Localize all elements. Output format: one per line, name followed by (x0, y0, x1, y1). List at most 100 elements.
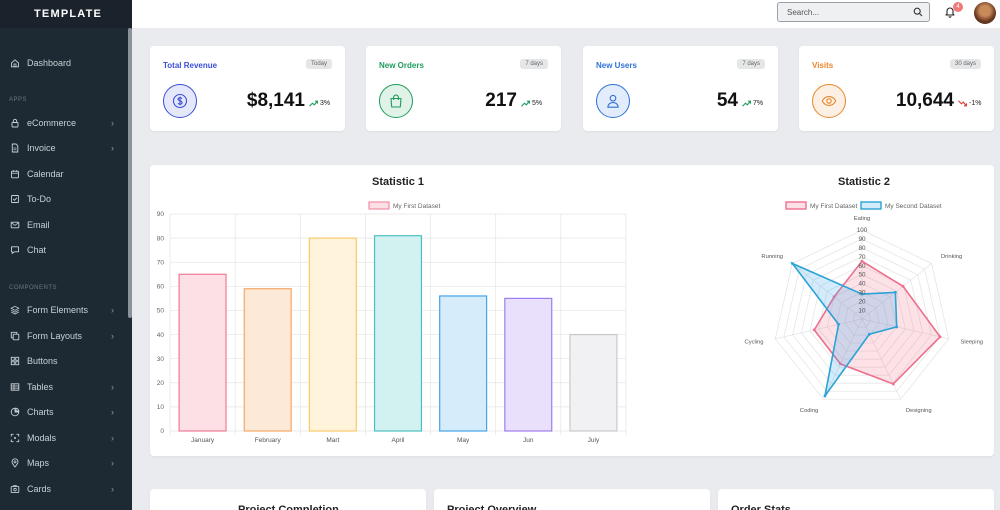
stat-label: New Orders (379, 61, 424, 70)
radar-point (895, 325, 899, 329)
chart-title: Statistic 2 (838, 176, 890, 188)
radar-spoke (823, 318, 863, 400)
sidebar-item-label: Charts (27, 407, 54, 417)
sidebar-item-form-layouts[interactable]: Form Layouts › (0, 326, 128, 346)
axis-label-designing: Designing (906, 408, 932, 414)
radar-series-2 (789, 261, 898, 397)
topbar: Search... 4 (132, 0, 1000, 28)
search-icon[interactable] (913, 7, 923, 17)
trend-value: 3% (320, 100, 331, 107)
card-project-completion: Project Completion (150, 489, 426, 510)
card-project-overview: Project Overview (434, 489, 710, 510)
copy-icon (9, 330, 21, 342)
legend-swatch-first (785, 201, 807, 210)
radar-grid-ring (844, 300, 880, 336)
sidebar-item-modals[interactable]: Modals › (0, 428, 128, 448)
bell-icon[interactable] (944, 6, 956, 18)
chat-icon (9, 244, 21, 256)
radar-grid-ring (826, 283, 898, 352)
radar-point (867, 332, 871, 336)
sidebar-item-label: Buttons (27, 356, 58, 366)
bar-may (439, 295, 488, 432)
sidebar-item-form-elements[interactable]: Form Elements › (0, 300, 128, 320)
trend-value: -1% (969, 100, 982, 107)
checkbox-icon (9, 193, 21, 205)
sidebar-item-dashboard[interactable]: Dashboard (0, 53, 128, 73)
legend-label-second: My Second Dataset (885, 203, 942, 210)
radar-point (812, 328, 816, 332)
section-label-apps: APPS (9, 97, 28, 103)
statistics-card: Statistic 1 My First Dataset 0 10 20 30 40 50 60… (150, 165, 994, 456)
period-badge[interactable]: 7 days (737, 59, 765, 69)
stat-card-total-revenue: Total Revenue Today $8,141 3% (150, 46, 345, 131)
radar-point (860, 292, 864, 296)
sidebar-item-label: Form Layouts (27, 331, 83, 341)
r-tick-label: 50 (858, 272, 866, 279)
shopping-bag-icon (379, 84, 413, 118)
sidebar-item-calendar[interactable]: Calendar (0, 164, 128, 184)
bar-july (569, 333, 618, 432)
brand-logo[interactable]: TEMPLATE (0, 0, 132, 28)
notification-badge: 4 (953, 2, 963, 12)
sidebar-item-chat[interactable]: Chat (0, 240, 128, 260)
sidebar-item-buttons[interactable]: Buttons (0, 351, 128, 371)
sidebar-item-label: Tables (27, 382, 54, 392)
chevron-right-icon: › (111, 433, 114, 443)
sidebar-item-label: Maps (27, 458, 50, 468)
sidebar-item-cards[interactable]: Cards › (0, 479, 128, 499)
radar-spoke (861, 318, 949, 340)
stat-card-new-users: New Users 7 days 54 7% (583, 46, 778, 131)
sidebar-item-todo[interactable]: To-Do (0, 189, 128, 209)
legend-label-first: My First Dataset (810, 203, 858, 210)
axis-label-coding: Coding (800, 408, 818, 414)
stat-value: 217 (485, 90, 517, 111)
r-tick-label: 30 (858, 290, 866, 297)
trend-indicator: 3% (309, 100, 330, 107)
expand-icon (9, 432, 21, 444)
chart-legend: My First Dataset (368, 201, 441, 210)
radar-point (838, 362, 842, 366)
x-tick-label: January (191, 437, 215, 444)
y-tick-label: 60 (157, 284, 165, 291)
sidebar-item-email[interactable]: Email (0, 215, 128, 235)
radar-point (938, 335, 942, 339)
chevron-right-icon: › (111, 118, 114, 128)
bar-jun (504, 297, 553, 432)
sidebar-item-charts[interactable]: Charts › (0, 402, 128, 422)
chevron-right-icon: › (111, 458, 114, 468)
sidebar-item-invoice[interactable]: Invoice › (0, 138, 128, 158)
sidebar-item-label: Cards (27, 484, 52, 494)
period-badge[interactable]: 30 days (949, 59, 981, 69)
radar-point (832, 295, 836, 299)
sidebar-item-maps[interactable]: Maps › (0, 453, 128, 473)
x-tick-label: May (457, 437, 470, 444)
r-tick-label: 60 (858, 263, 866, 270)
radar-grid-ring (818, 274, 906, 360)
chart-legend: My First Dataset My Second Dataset (785, 201, 942, 210)
radar-grid-ring (809, 265, 915, 368)
trend-indicator: -1% (958, 100, 981, 107)
table-icon (9, 381, 21, 393)
period-badge[interactable]: 7 days (520, 59, 548, 69)
trend-value: 7% (753, 100, 764, 107)
calendar-icon (9, 168, 21, 180)
y-tick-label: 80 (157, 235, 165, 242)
document-icon (9, 142, 21, 154)
trend-indicator: 5% (521, 100, 542, 107)
card-order-stats: Order Stats (718, 489, 994, 510)
bar-january (178, 273, 227, 432)
mail-icon (9, 219, 21, 231)
home-icon (9, 57, 21, 69)
sidebar-item-tables[interactable]: Tables › (0, 377, 128, 397)
avatar[interactable] (974, 2, 996, 24)
period-badge[interactable]: Today (305, 59, 332, 69)
card-title: Project Completion (238, 504, 339, 510)
sidebar-item-label: Chat (27, 245, 47, 255)
search-input[interactable]: Search... (777, 2, 930, 22)
trend-indicator: 7% (742, 100, 763, 107)
chevron-right-icon: › (111, 407, 114, 417)
sidebar-scrollbar[interactable] (128, 28, 132, 318)
sidebar-item-label: Calendar (27, 169, 64, 179)
sidebar-item-ecommerce[interactable]: eCommerce › (0, 113, 128, 133)
card-title: Order Stats (731, 504, 791, 510)
